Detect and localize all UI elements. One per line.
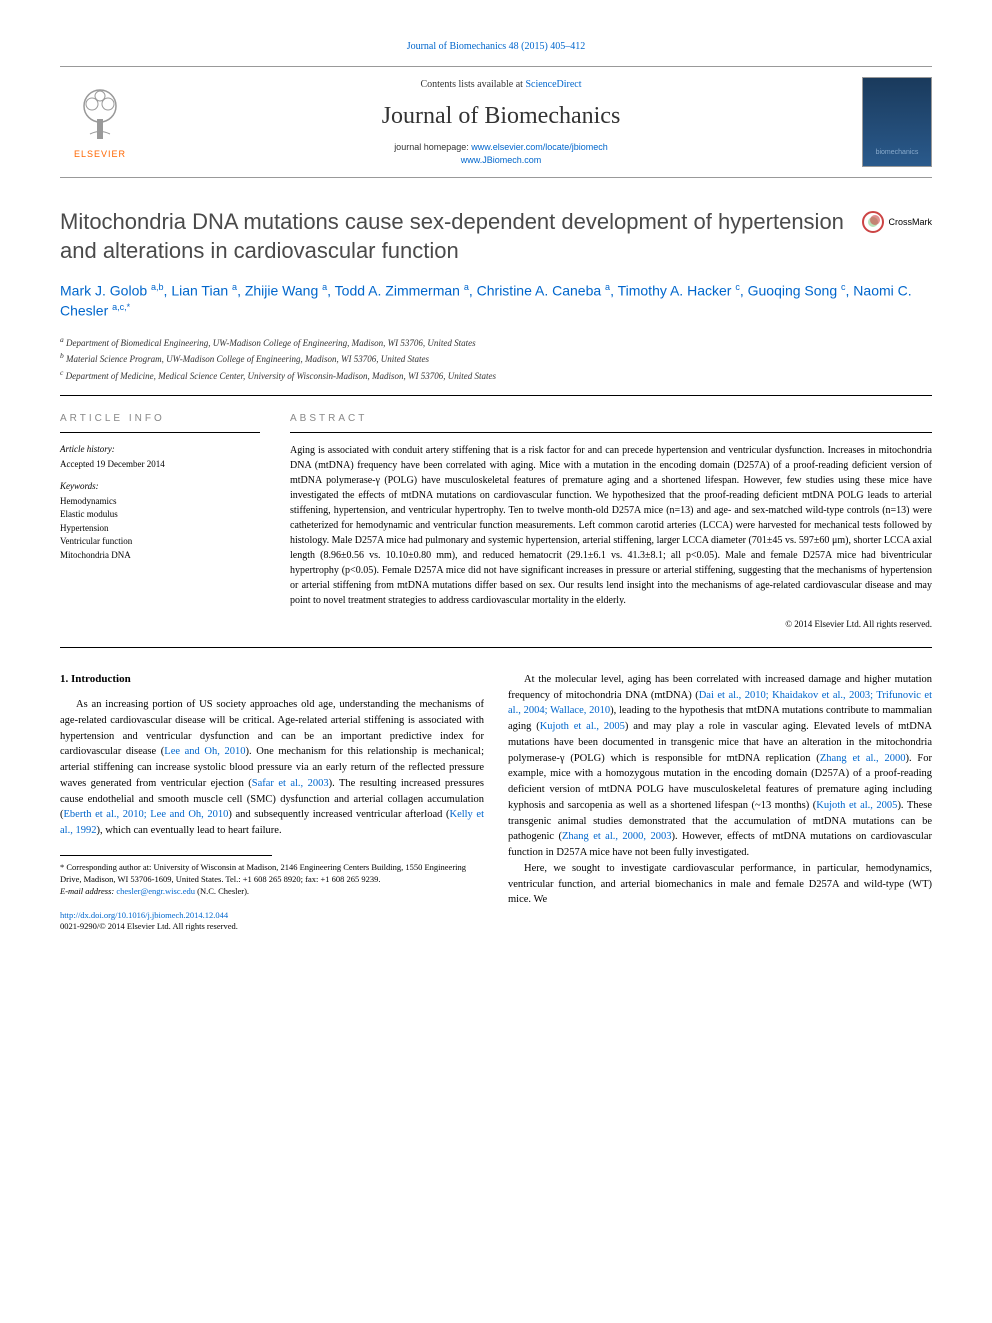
body-columns: 1. Introduction As an increasing portion… (60, 672, 932, 934)
sciencedirect-link[interactable]: ScienceDirect (525, 79, 581, 90)
email-footnote: E-mail address: chesler@engr.wisc.edu (N… (60, 886, 484, 898)
elsevier-tree-icon (70, 84, 130, 144)
contents-line: Contents lists available at ScienceDirec… (140, 78, 862, 92)
issn-text: 0021-9290/© 2014 Elsevier Ltd. All right… (60, 921, 238, 931)
keyword-item: Hemodynamics (60, 495, 260, 509)
homepage-link-1[interactable]: www.elsevier.com/locate/jbiomech (471, 142, 608, 152)
history-text: Accepted 19 December 2014 (60, 458, 260, 471)
ref-link[interactable]: Safar et al., 2003 (252, 778, 329, 789)
keyword-item: Hypertension (60, 522, 260, 536)
keywords-list: HemodynamicsElastic modulusHypertensionV… (60, 495, 260, 563)
ref-link[interactable]: Kujoth et al., 2005 (540, 721, 625, 732)
affiliation-a: a Department of Biomedical Engineering, … (60, 334, 932, 351)
crossmark-label: CrossMark (888, 216, 932, 229)
keywords-label: Keywords: (60, 480, 260, 493)
abstract-copyright: © 2014 Elsevier Ltd. All rights reserved… (290, 618, 932, 631)
intro-heading: 1. Introduction (60, 672, 484, 687)
body-column-right: At the molecular level, aging has been c… (508, 672, 932, 934)
cover-label: biomechanics (863, 148, 931, 158)
ref-link[interactable]: Zhang et al., 2000 (820, 753, 906, 764)
ref-link[interactable]: Eberth et al., 2010; Lee and Oh, 2010 (64, 809, 229, 820)
crossmark-icon (862, 211, 884, 233)
history-label: Article history: (60, 443, 260, 456)
affiliation-c: c Department of Medicine, Medical Scienc… (60, 367, 932, 384)
ref-link[interactable]: Zhang et al., 2000, 2003 (562, 831, 671, 842)
intro-para-1: As an increasing portion of US society a… (60, 697, 484, 839)
journal-cover-thumbnail: biomechanics (862, 77, 932, 167)
crossmark-badge[interactable]: CrossMark (862, 208, 932, 236)
corresponding-author-footnote: * Corresponding author at: University of… (60, 862, 484, 886)
elsevier-label: ELSEVIER (74, 148, 126, 161)
keyword-item: Mitochondria DNA (60, 549, 260, 563)
journal-name: Journal of Biomechanics (140, 100, 862, 134)
abstract-heading: ABSTRACT (290, 412, 932, 433)
affiliation-b: b Material Science Program, UW-Madison C… (60, 350, 932, 367)
abstract-column: ABSTRACT Aging is associated with condui… (290, 412, 932, 631)
body-column-left: 1. Introduction As an increasing portion… (60, 672, 484, 934)
doi-link[interactable]: http://dx.doi.org/10.1016/j.jbiomech.201… (60, 910, 228, 920)
ref-link[interactable]: Lee and Oh, 2010 (164, 746, 245, 757)
keyword-item: Elastic modulus (60, 508, 260, 522)
homepage-link-2[interactable]: www.JBiomech.com (461, 155, 542, 165)
homepage-line: journal homepage: www.elsevier.com/locat… (140, 141, 862, 166)
affiliations: a Department of Biomedical Engineering, … (60, 334, 932, 397)
article-title: Mitochondria DNA mutations cause sex-dep… (60, 208, 862, 265)
intro-para-2: At the molecular level, aging has been c… (508, 672, 932, 861)
intro-para-3: Here, we sought to investigate cardiovas… (508, 861, 932, 908)
authors-list: Mark J. Golob a,b, Lian Tian a, Zhijie W… (60, 281, 932, 322)
abstract-text: Aging is associated with conduit artery … (290, 443, 932, 608)
contents-prefix: Contents lists available at (420, 79, 525, 90)
header-citation: Journal of Biomechanics 48 (2015) 405–41… (60, 40, 932, 54)
doi-line: http://dx.doi.org/10.1016/j.jbiomech.201… (60, 910, 484, 934)
homepage-prefix: journal homepage: (394, 142, 471, 152)
keyword-item: Ventricular function (60, 535, 260, 549)
article-info-sidebar: ARTICLE INFO Article history: Accepted 1… (60, 412, 260, 631)
masthead-center: Contents lists available at ScienceDirec… (140, 78, 862, 167)
masthead: ELSEVIER Contents lists available at Sci… (60, 66, 932, 178)
elsevier-logo: ELSEVIER (60, 77, 140, 167)
article-info-heading: ARTICLE INFO (60, 412, 260, 433)
email-link[interactable]: chesler@engr.wisc.edu (116, 886, 195, 896)
ref-link[interactable]: Kujoth et al., 2005 (816, 800, 897, 811)
